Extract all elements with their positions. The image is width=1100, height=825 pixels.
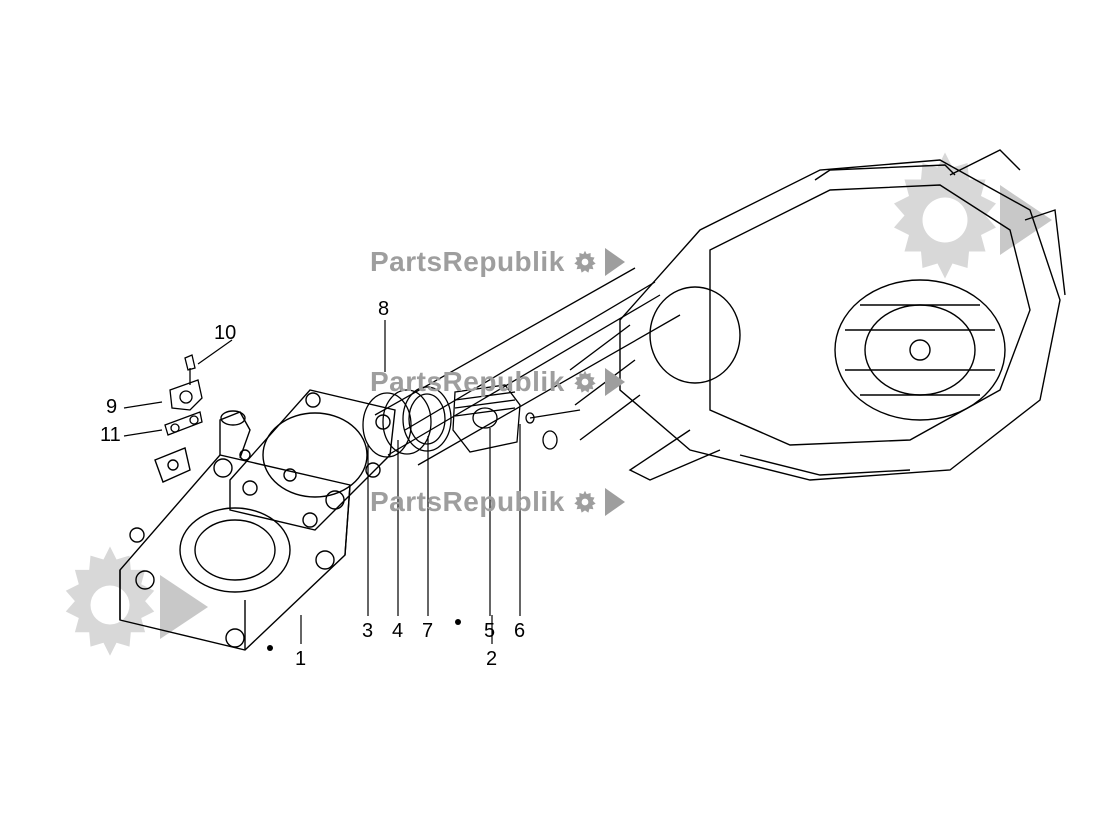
- callout-lines: [0, 0, 1100, 825]
- callout-8: 8: [378, 298, 389, 321]
- watermark-text: PartsRepublik: [370, 246, 565, 278]
- callout-5: 5: [484, 620, 495, 643]
- flag-icon: [605, 488, 625, 516]
- callout-2: 2: [486, 648, 497, 671]
- callout-10: 10: [214, 322, 236, 345]
- callout-11: 11: [100, 424, 121, 447]
- callout-6: 6: [514, 620, 525, 643]
- gear-icon: [571, 368, 599, 396]
- watermark: PartsRepublik: [370, 486, 625, 518]
- bullet-mark: [455, 619, 461, 625]
- watermark-text: PartsRepublik: [370, 366, 565, 398]
- flag-icon: [605, 248, 625, 276]
- watermark: PartsRepublik: [370, 246, 625, 278]
- bullet-mark: [267, 645, 273, 651]
- watermark-text: PartsRepublik: [370, 486, 565, 518]
- callout-7: 7: [422, 620, 433, 643]
- gear-icon: [571, 488, 599, 516]
- callout-4: 4: [392, 620, 403, 643]
- gear-icon: [571, 248, 599, 276]
- diagram-canvas: 1 2 3 4 5 6 7 8 9 10 11 PartsRepublik Pa…: [0, 0, 1100, 825]
- callout-3: 3: [362, 620, 373, 643]
- watermark: PartsRepublik: [370, 366, 625, 398]
- callout-1: 1: [295, 648, 306, 671]
- flag-icon: [605, 368, 625, 396]
- callout-9: 9: [106, 396, 117, 419]
